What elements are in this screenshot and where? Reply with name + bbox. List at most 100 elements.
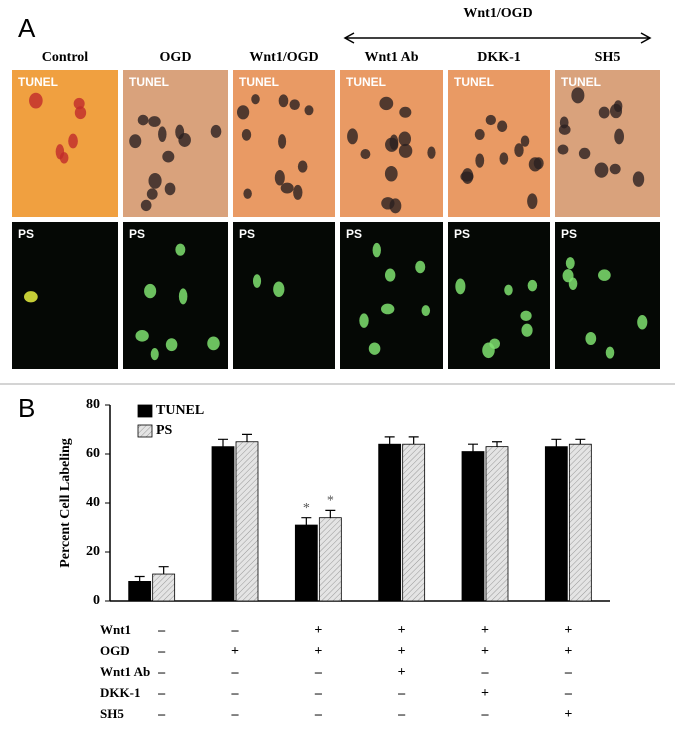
- condition-label: Wnt1 Ab: [100, 664, 150, 679]
- cell: [158, 126, 167, 142]
- bar: [211, 446, 235, 602]
- bar: [485, 446, 509, 602]
- cell: [489, 338, 501, 350]
- condition-sign: –: [481, 665, 490, 680]
- cell: [637, 315, 648, 330]
- condition-sign: +: [481, 686, 489, 701]
- cell: [571, 87, 585, 104]
- error-bar: [158, 566, 169, 575]
- image-background: [233, 222, 335, 369]
- condition-sign: +: [398, 644, 406, 659]
- cell: [415, 260, 426, 274]
- bar: [568, 443, 592, 602]
- cell: [164, 182, 176, 196]
- image-background: [555, 222, 660, 369]
- cell: [598, 269, 611, 281]
- condition-sign: +: [564, 644, 572, 659]
- panel-label: A: [18, 13, 36, 43]
- row-label: TUNEL: [129, 75, 169, 89]
- cell: [241, 128, 252, 141]
- cell: [150, 348, 159, 361]
- significance: *: [327, 494, 334, 509]
- row-label: PS: [18, 227, 34, 241]
- cell: [280, 182, 294, 194]
- cell: [73, 97, 85, 110]
- column-label: SH5: [595, 50, 621, 65]
- cell: [398, 131, 412, 147]
- cell: [148, 172, 162, 189]
- row-label: TUNEL: [346, 75, 386, 89]
- micrograph: [340, 70, 443, 217]
- error-bar: [384, 436, 395, 445]
- cell: [297, 160, 308, 173]
- cell: [632, 171, 645, 187]
- micrograph: [448, 222, 550, 369]
- cell: [274, 169, 285, 186]
- cell: [347, 128, 358, 145]
- row-label: PS: [561, 227, 577, 241]
- cell: [614, 128, 625, 145]
- bar: [235, 441, 259, 602]
- image-background: [448, 222, 550, 369]
- cell: [178, 133, 191, 147]
- cell: [474, 129, 485, 140]
- condition-sign: +: [481, 623, 489, 638]
- double-arrow: [343, 32, 652, 44]
- bar: [128, 581, 152, 602]
- column-label: DKK-1: [477, 50, 521, 65]
- error-bar: [551, 438, 562, 447]
- row-label: PS: [129, 227, 145, 241]
- condition-sign: +: [564, 623, 572, 638]
- cell: [385, 137, 399, 152]
- error-bar: [492, 441, 502, 447]
- condition-label: SH5: [100, 706, 124, 721]
- cell: [251, 94, 260, 105]
- cell: [389, 198, 402, 214]
- cell: [236, 105, 250, 120]
- error-bar: [575, 438, 586, 445]
- condition-sign: –: [314, 686, 323, 701]
- cell: [148, 116, 161, 127]
- column-label: Control: [42, 50, 89, 65]
- cell: [609, 163, 621, 175]
- cell: [68, 133, 78, 149]
- condition-sign: –: [231, 707, 240, 722]
- cell: [146, 188, 158, 200]
- condition-sign: –: [231, 686, 240, 701]
- bar: [402, 443, 426, 602]
- condition-sign: –: [314, 707, 323, 722]
- condition-sign: –: [157, 686, 166, 701]
- cell: [399, 106, 412, 118]
- cell: [594, 162, 609, 178]
- cell: [360, 149, 371, 160]
- condition-sign: +: [314, 644, 322, 659]
- cell: [427, 146, 436, 159]
- cell: [384, 165, 398, 182]
- bar: [378, 443, 402, 602]
- error-bar: [301, 517, 312, 526]
- bar: [544, 446, 568, 602]
- cell: [521, 323, 533, 337]
- cell: [455, 278, 466, 295]
- condition-sign: –: [564, 665, 573, 680]
- cell: [379, 96, 394, 111]
- cell: [609, 103, 623, 119]
- condition-label: DKK-1: [100, 685, 140, 700]
- cell: [55, 144, 65, 160]
- significance: *: [303, 501, 310, 516]
- cell: [293, 184, 303, 200]
- cell: [243, 188, 252, 199]
- cell: [504, 284, 513, 296]
- cell: [359, 313, 369, 328]
- cell: [135, 330, 149, 342]
- cell: [499, 152, 509, 165]
- condition-sign: +: [398, 623, 406, 638]
- cell: [585, 331, 597, 346]
- cell: [497, 120, 508, 132]
- error-bar: [134, 575, 145, 582]
- row-label: PS: [454, 227, 470, 241]
- condition-label: Wnt1: [100, 622, 131, 637]
- legend-swatch: [137, 424, 153, 438]
- cell: [384, 268, 396, 282]
